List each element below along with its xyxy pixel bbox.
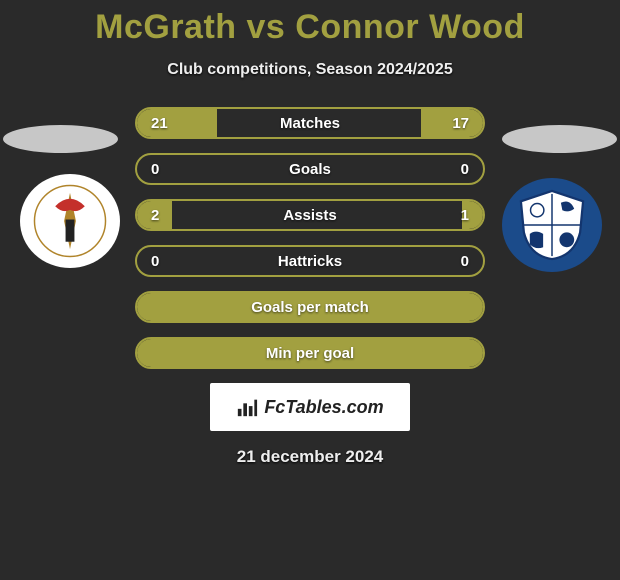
stat-value-right: 0	[461, 161, 469, 178]
left-player-silhouette	[3, 125, 118, 153]
bar-chart-icon	[236, 396, 258, 418]
club-crest-icon	[515, 188, 589, 262]
stat-value-left: 0	[151, 161, 159, 178]
stat-value-left: 0	[151, 253, 159, 270]
stat-label: Goals per match	[251, 299, 369, 316]
stat-value-right: 17	[452, 115, 469, 132]
stat-row-assists: 2 Assists 1	[135, 199, 485, 231]
brand-text: FcTables.com	[264, 397, 383, 418]
stat-row-min-per-goal: Min per goal	[135, 337, 485, 369]
stat-label: Hattricks	[278, 253, 342, 270]
stat-row-goals-per-match: Goals per match	[135, 291, 485, 323]
page-title: McGrath vs Connor Wood	[0, 0, 620, 47]
stat-value-left: 21	[151, 115, 168, 132]
stat-value-left: 2	[151, 207, 159, 224]
stat-label: Matches	[280, 115, 340, 132]
left-team-crest	[20, 174, 120, 268]
club-crest-icon	[33, 184, 107, 258]
page-subtitle: Club competitions, Season 2024/2025	[0, 61, 620, 79]
stat-row-matches: 21 Matches 17	[135, 107, 485, 139]
date-text: 21 december 2024	[0, 447, 620, 467]
right-team-crest	[502, 178, 602, 272]
stats-container: 21 Matches 17 0 Goals 0 2 Assists 1 0 Ha…	[135, 107, 485, 369]
stat-value-right: 1	[461, 207, 469, 224]
right-player-silhouette	[502, 125, 617, 153]
stat-label: Assists	[283, 207, 336, 224]
stat-fill-left	[137, 109, 217, 137]
stat-row-goals: 0 Goals 0	[135, 153, 485, 185]
stat-value-right: 0	[461, 253, 469, 270]
stat-row-hattricks: 0 Hattricks 0	[135, 245, 485, 277]
brand-box: FcTables.com	[210, 383, 410, 431]
stat-label: Goals	[289, 161, 331, 178]
stat-label: Min per goal	[266, 345, 354, 362]
